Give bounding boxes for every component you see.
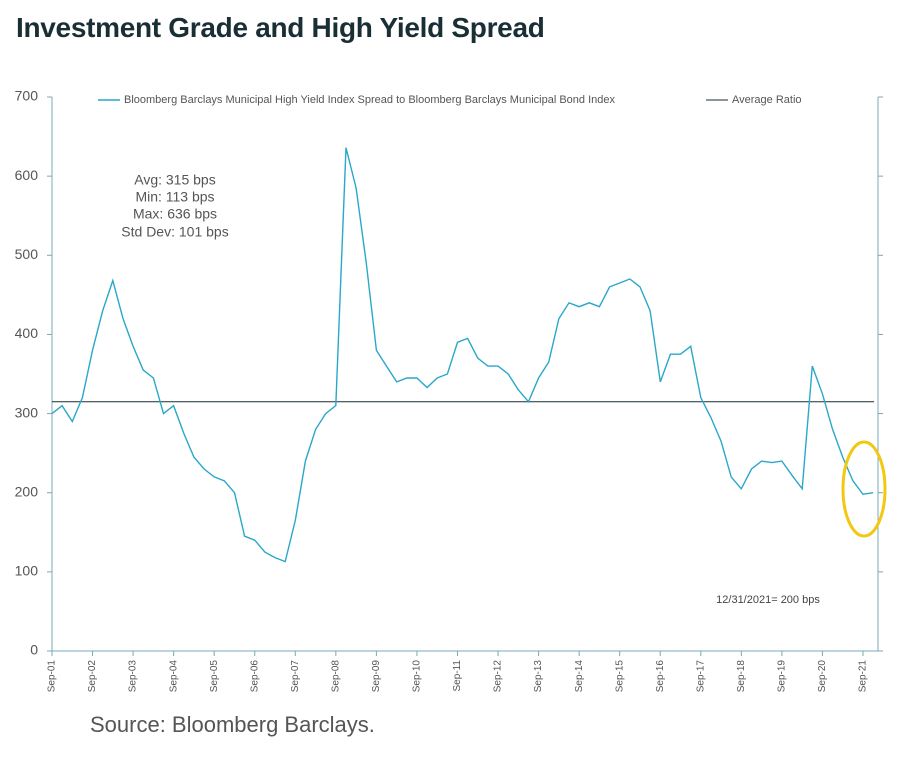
x-tick-label: Sep-06: [249, 660, 260, 693]
y-tick-label: 400: [15, 325, 39, 341]
x-tick-label: Sep-01: [47, 660, 58, 693]
x-tick-label: Sep-12: [493, 660, 504, 693]
stat-line: Avg: 315 bps: [134, 172, 215, 188]
x-tick-label: Sep-11: [452, 660, 463, 692]
stat-line: Std Dev: 101 bps: [121, 224, 228, 240]
data-line: [51, 147, 874, 563]
y-tick-label: 300: [15, 404, 39, 420]
x-tick-label: Sep-17: [695, 660, 706, 693]
x-tick-label: Sep-13: [533, 660, 544, 693]
x-tick-label: Sep-21: [858, 660, 869, 693]
x-tick-label: Sep-15: [614, 660, 625, 693]
y-tick-label: 0: [30, 642, 38, 658]
x-tick-label: Sep-16: [655, 660, 666, 693]
x-tick-label: Sep-02: [87, 660, 98, 693]
x-tick-label: Sep-18: [736, 660, 747, 693]
legend-label: Average Ratio: [732, 94, 802, 106]
y-tick-label: 600: [15, 167, 39, 183]
legend-label: Bloomberg Barclays Municipal High Yield …: [124, 94, 615, 106]
x-tick-label: Sep-05: [209, 660, 220, 693]
x-tick-label: Sep-10: [412, 660, 423, 693]
x-tick-label: Sep-19: [777, 660, 788, 693]
highlight-circle: [841, 440, 887, 538]
y-tick-label: 500: [15, 246, 39, 262]
x-tick-label: Sep-09: [371, 660, 382, 693]
source: Source: Bloomberg Barclays.: [90, 712, 375, 737]
x-tick-label: Sep-07: [290, 660, 301, 693]
stat-line: Max: 636 bps: [133, 206, 217, 222]
y-tick-label: 100: [15, 563, 39, 579]
y-tick-label: 700: [15, 88, 39, 104]
x-tick-label: Sep-20: [817, 660, 828, 693]
x-tick-label: Sep-14: [574, 660, 585, 693]
chart-title: Investment Grade and High Yield Spread: [16, 12, 545, 43]
x-tick-label: Sep-08: [330, 660, 341, 693]
stat-line: Min: 113 bps: [135, 189, 214, 205]
x-tick-label: Sep-03: [128, 660, 139, 693]
end-note: 12/31/2021= 200 bps: [716, 594, 820, 606]
y-tick-label: 200: [15, 483, 39, 499]
x-tick-label: Sep-04: [168, 660, 179, 693]
